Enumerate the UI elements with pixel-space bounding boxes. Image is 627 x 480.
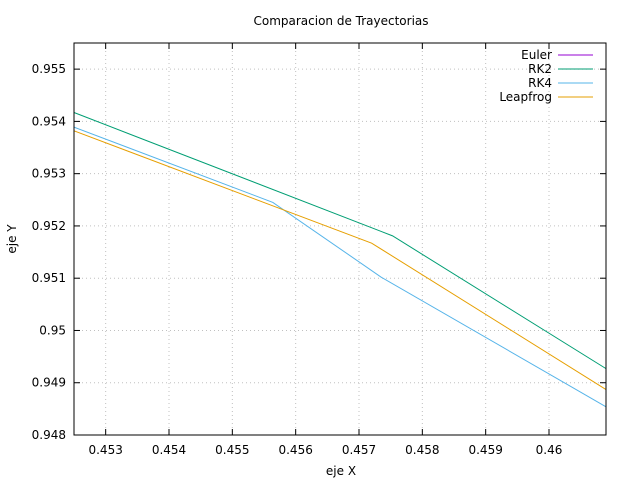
series-line-rk4 bbox=[73, 126, 607, 408]
series-line-rk2 bbox=[73, 112, 607, 370]
grid bbox=[74, 43, 606, 436]
y-tick-label: 0.953 bbox=[32, 167, 66, 181]
x-tick-label: 0.458 bbox=[405, 443, 439, 457]
legend-label-rk4: RK4 bbox=[528, 76, 552, 90]
legend-label-leapfrog: Leapfrog bbox=[499, 90, 552, 104]
x-tick-label: 0.454 bbox=[152, 443, 186, 457]
plot-border bbox=[73, 42, 607, 436]
x-tick-label: 0.46 bbox=[536, 443, 563, 457]
x-tick-label: 0.457 bbox=[342, 443, 376, 457]
y-tick-label: 0.948 bbox=[32, 428, 66, 442]
x-tick-label: 0.455 bbox=[215, 443, 249, 457]
y-tick-label: 0.952 bbox=[32, 219, 66, 233]
y-tick-label: 0.949 bbox=[32, 376, 66, 390]
x-axis-label: eje X bbox=[326, 464, 356, 478]
y-axis-label: eje Y bbox=[5, 224, 19, 254]
x-tick-label: 0.453 bbox=[88, 443, 122, 457]
y-tick-label: 0.954 bbox=[32, 114, 66, 128]
legend-label-euler: Euler bbox=[521, 48, 552, 62]
series-lines bbox=[73, 112, 607, 408]
axis-ticks: 0.453 0.454 0.455 0.456 0.457 0.458 0.459 0.46 0… bbox=[32, 43, 606, 457]
chart-title: Comparacion de Trayectorias bbox=[253, 14, 428, 28]
y-tick-label: 0.95 bbox=[39, 323, 66, 337]
legend-label-rk2: RK2 bbox=[528, 62, 552, 76]
series-line-leapfrog bbox=[73, 130, 607, 390]
y-tick-label: 0.951 bbox=[32, 271, 66, 285]
y-tick-label: 0.955 bbox=[32, 62, 66, 76]
x-tick-label: 0.459 bbox=[468, 443, 502, 457]
x-tick-label: 0.456 bbox=[278, 443, 312, 457]
